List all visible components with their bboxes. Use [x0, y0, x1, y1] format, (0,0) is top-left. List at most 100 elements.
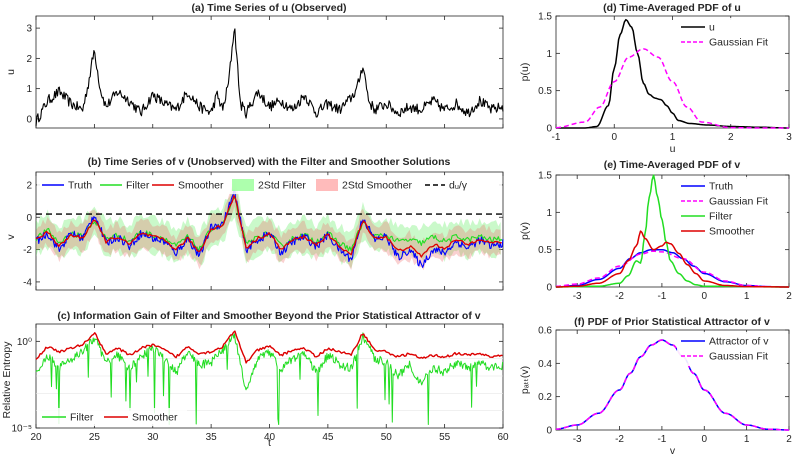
- panel-c-xlabel: t: [268, 437, 271, 449]
- y-tick-label-d: 1.5: [538, 12, 552, 23]
- x-tick-label-f: -3: [573, 434, 582, 445]
- legend-f-item-0: Attractor of v: [709, 336, 769, 348]
- panel-b: (b) Time Series of v (Unobserved) with t…: [5, 156, 504, 291]
- series-smoother: [556, 230, 789, 288]
- legend-d: u Gaussian Fit: [677, 18, 787, 52]
- legend-c-filter: Filter: [70, 412, 94, 424]
- series-smoother: [35, 194, 502, 258]
- legend-e-item-1: Gaussian Fit: [709, 196, 768, 208]
- y-tick-label-e: 0.5: [538, 245, 552, 256]
- legend-smoother: Smoother: [178, 180, 224, 192]
- legend-truth: Truth: [68, 180, 92, 192]
- x-tick-label-d: 1: [670, 132, 676, 143]
- y-tick-label-d: 0.5: [538, 86, 552, 97]
- y-tick-label-d: 0: [546, 124, 552, 135]
- panel-a-title: (a) Time Series of u (Observed): [191, 2, 346, 14]
- panel-f: (f) PDF of Prior Statistical Attractor o…: [519, 316, 792, 455]
- legend-e: Truth Gaussian Fit Filter Smoother: [677, 177, 787, 241]
- panel-a-ylabel: u: [5, 69, 17, 75]
- plot-frame: [35, 15, 504, 129]
- x-tick-label-e: 0: [701, 291, 707, 302]
- panel-f-ylabel: pₐₜₜ(v): [519, 366, 531, 394]
- series-gaussian-fit: [555, 250, 789, 288]
- panel-d: (d) Time-Averaged PDF of u p(u) u 0 0.5 1 1.5 -…: [519, 2, 792, 155]
- legend-2std-filter: 2Std Filter: [258, 180, 306, 192]
- x-tick-label-e: 2: [786, 291, 792, 302]
- y-tick-label-c: 10⁰: [17, 337, 32, 348]
- x-tick-label-c: 55: [439, 432, 451, 443]
- y-tick-label-b: -2: [23, 245, 32, 256]
- legend-e-item-2: Filter: [709, 211, 733, 223]
- panel-b-ylabel: v: [5, 234, 17, 240]
- panel-c-title: (c) Information Gain of Filter and Smoot…: [57, 310, 480, 322]
- panel-c: (c) Information Gain of Filter and Smoot…: [1, 310, 509, 449]
- panel-c-ylabel: Relative Entropy: [1, 341, 13, 419]
- legend-du-gamma: dᵤ/γ: [449, 180, 468, 192]
- legend-b: Truth Filter Smoother 2Std Filter 2Std Smoot…: [37, 175, 502, 194]
- panel-f-title: (f) PDF of Prior Statistical Attractor o…: [574, 316, 770, 328]
- y-tick-label-f: 0.4: [538, 359, 552, 370]
- legend-b-bg: [37, 175, 502, 194]
- x-tick-label-e: -1: [657, 291, 666, 302]
- series-filter-entropy: [35, 332, 504, 425]
- y-tick-label-f: 0: [546, 426, 552, 437]
- series-u: [556, 18, 789, 129]
- panel-d-title: (d) Time-Averaged PDF of u: [603, 2, 741, 14]
- panel-e-title: (e) Time-Averaged PDF of v: [604, 159, 741, 171]
- y-tick-label-a: 0: [26, 114, 32, 125]
- x-tick-label-f: -2: [615, 434, 624, 445]
- x-tick-label-c: 35: [206, 432, 218, 443]
- y-tick-label-a: 1: [26, 84, 32, 95]
- x-tick-label-f: -1: [657, 434, 666, 445]
- series-smoother-entropy: [35, 330, 503, 364]
- legend-2std-filter-swatch: [232, 179, 254, 191]
- x-tick-label-e: -2: [615, 291, 624, 302]
- legend-d-bg: [677, 18, 787, 52]
- y-tick-label-d: 1: [546, 49, 552, 60]
- band-2std-smoother: [36, 183, 501, 271]
- panel-e: (e) Time-Averaged PDF of v p(v) 0 0.5 1 1.5 -3…: [519, 159, 792, 302]
- y-tick-label-e: 1: [546, 208, 552, 219]
- legend-2std-smoother: 2Std Smoother: [342, 180, 413, 192]
- x-tick-label-c: 25: [89, 432, 101, 443]
- x-tick-label-d: -1: [552, 132, 561, 143]
- x-tick-label-d: 0: [611, 132, 617, 143]
- y-tick-label-b: 2: [26, 180, 32, 191]
- x-tick-label-c: 60: [497, 432, 509, 443]
- panel-d-ylabel: p(u): [519, 63, 531, 82]
- x-tick-label-d: 3: [786, 132, 792, 143]
- y-tick-label-f: 0.6: [538, 326, 552, 337]
- y-tick-label-e: 1.5: [538, 171, 552, 182]
- x-tick-label-c: 30: [147, 432, 159, 443]
- y-tick-label-a: 2: [26, 54, 32, 65]
- y-tick-label-a: 3: [26, 24, 32, 35]
- y-tick-label-b: 0: [26, 213, 32, 224]
- legend-filter: Filter: [126, 180, 150, 192]
- y-tick-label-b: -4: [23, 277, 32, 288]
- band-2std-filter: [36, 178, 501, 269]
- x-tick-label-f: 0: [701, 434, 707, 445]
- x-tick-label-d: 2: [728, 132, 734, 143]
- x-tick-label-e: 1: [744, 291, 750, 302]
- x-tick-label-c: 20: [30, 432, 42, 443]
- series-gaussian-fit: [556, 48, 789, 129]
- legend-2std-smoother-swatch: [316, 179, 338, 191]
- panel-e-ylabel: p(v): [519, 222, 531, 240]
- y-tick-label-e: 0: [546, 283, 552, 294]
- y-tick-label-c: 10⁻⁵: [11, 424, 32, 435]
- y-tick-label-f: 0.2: [538, 392, 552, 403]
- panel-d-xlabel: u: [670, 143, 676, 155]
- x-tick-label-c: 45: [322, 432, 334, 443]
- panel-a: (a) Time Series of u (Observed) u 0 1 2 3: [5, 2, 504, 129]
- legend-e-item-3: Smoother: [709, 226, 755, 238]
- x-tick-label-f: 1: [744, 434, 750, 445]
- x-tick-label-e: -3: [573, 291, 582, 302]
- x-tick-label-f: 2: [786, 434, 792, 445]
- series-gaussian-fit: [555, 339, 789, 431]
- legend-d-item-0: u: [709, 22, 715, 34]
- legend-f: Attractor of v Gaussian Fit: [677, 332, 787, 366]
- legend-c-smoother: Smoother: [132, 412, 178, 424]
- series-u: [35, 28, 504, 127]
- legend-c: Filter Smoother: [37, 408, 187, 426]
